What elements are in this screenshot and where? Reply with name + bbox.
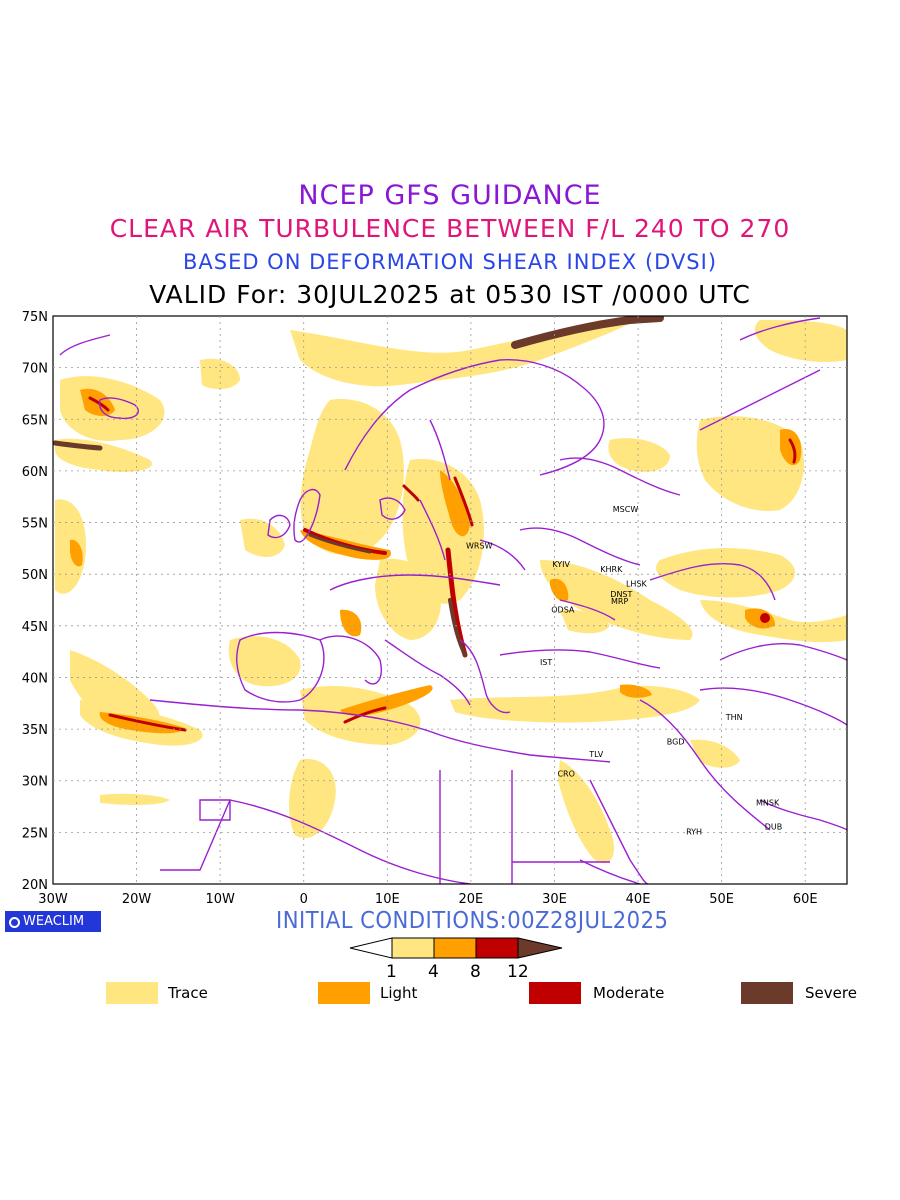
legend-label-light: Light: [380, 984, 418, 1002]
lat-tick-label: 65N: [22, 413, 48, 428]
weaclim-logo: WEACLIM: [5, 911, 101, 932]
lon-tick-label: 0: [300, 892, 308, 907]
colorbar-trace-segment: [391, 937, 435, 959]
station-label-odsa: ODSA: [551, 605, 575, 614]
colorbar-tick-4: 4: [428, 962, 439, 982]
legend-label-severe: Severe: [805, 984, 857, 1002]
station-label-mrp: MRP: [611, 597, 628, 606]
lat-tick-label: 55N: [22, 517, 48, 532]
station-label-tlv: TLV: [588, 750, 603, 759]
lat-tick-label: 40N: [22, 671, 48, 686]
station-label-kyiv: KYIV: [552, 560, 570, 569]
title-line-1: NCEP GFS GUIDANCE: [298, 180, 602, 211]
colorbar-high-arrow: [517, 937, 563, 959]
station-label-mscw: MSCW: [613, 505, 639, 514]
legend-swatch-light: [318, 982, 370, 1004]
lon-tick-label: 20W: [122, 892, 152, 907]
lat-tick-label: 70N: [22, 362, 48, 377]
severe-turbulence-areas: [53, 316, 664, 657]
logo-ring-icon: [9, 917, 20, 928]
colorbar-tick-8: 8: [470, 962, 481, 982]
title-line-3: BASED ON DEFORMATION SHEAR INDEX (DVSI): [182, 250, 718, 274]
legend-swatch-trace: [106, 982, 158, 1004]
station-label-bgd: BGD: [667, 738, 685, 747]
lon-tick-label: 30E: [542, 892, 567, 907]
station-label-dnst: DNST: [610, 590, 632, 599]
lon-tick-label: 50E: [709, 892, 734, 907]
initial-conditions: INITIAL CONDITIONS:00Z28JUL2025: [276, 908, 669, 934]
lat-tick-label: 30N: [22, 775, 48, 790]
station-label-thn: THN: [725, 713, 743, 722]
valid-time-title: VALID For: 30JUL2025 at 0530 IST /0000 U…: [149, 280, 751, 309]
station-label-ryh: RYH: [686, 827, 702, 836]
title-line-2: CLEAR AIR TURBULENCE BETWEEN F/L 240 TO …: [109, 214, 791, 243]
station-label-lhsk: LHSK: [626, 580, 648, 589]
station-label-cro: CRO: [557, 770, 574, 779]
lon-tick-label: 10E: [375, 892, 400, 907]
lon-tick-label: 10W: [205, 892, 235, 907]
colorbar: [349, 937, 563, 959]
colorbar-tick-1: 1: [386, 962, 397, 982]
country-borders: [59, 317, 847, 884]
station-label-khrk: KHRK: [600, 565, 623, 574]
lat-tick-label: 60N: [22, 465, 48, 480]
colorbar-tick-12: 12: [507, 962, 529, 982]
map-plot-area: [53, 316, 847, 884]
lat-tick-label: 45N: [22, 620, 48, 635]
lat-tick-label: 20N: [22, 878, 48, 893]
lon-tick-label: 20E: [459, 892, 484, 907]
legend-label-moderate: Moderate: [593, 984, 665, 1002]
station-label-dub: DUB: [765, 822, 783, 831]
map-frame: [52, 315, 848, 885]
station-label-wrsw: WRSW: [466, 541, 493, 550]
lon-tick-label: 30W: [38, 892, 68, 907]
lat-tick-label: 75N: [22, 310, 48, 325]
station-label-mnsk: MNSK: [756, 799, 780, 808]
lat-tick-label: 50N: [22, 568, 48, 583]
legend-label-trace: Trace: [168, 984, 208, 1002]
moderate-spot: [760, 613, 770, 623]
colorbar-low-arrow: [349, 937, 393, 959]
colorbar-light-segment: [433, 937, 477, 959]
legend-swatch-severe: [741, 982, 793, 1004]
lon-tick-label: 40E: [626, 892, 651, 907]
lon-tick-label: 60E: [793, 892, 818, 907]
colorbar-moderate-segment: [475, 937, 519, 959]
lat-tick-label: 25N: [22, 826, 48, 841]
legend-swatch-moderate: [529, 982, 581, 1004]
brand-text: WEACLIM: [23, 914, 85, 929]
lat-tick-label: 35N: [22, 723, 48, 738]
station-label-ist: IST: [540, 658, 552, 667]
gridlines: [53, 316, 847, 884]
